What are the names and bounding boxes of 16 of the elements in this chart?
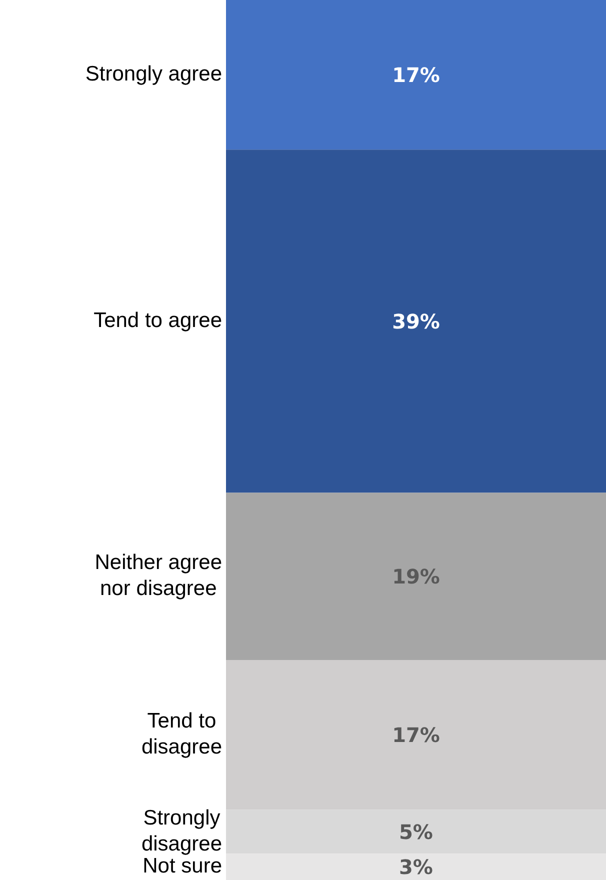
series-label: Tend to agree xyxy=(94,308,222,332)
data-label: 39% xyxy=(392,309,440,334)
series-label: Strongly agree xyxy=(85,62,222,86)
data-label: 17% xyxy=(392,63,440,88)
bar xyxy=(226,492,606,660)
bar xyxy=(226,150,606,493)
data-label: 19% xyxy=(392,564,440,589)
data-label: 3% xyxy=(399,855,433,880)
series-label: Tend to disagree xyxy=(141,710,222,759)
series-label: Strongly disagree xyxy=(141,806,222,856)
series-label: Neither agree nor disagree xyxy=(94,551,222,600)
data-label: 5% xyxy=(399,820,433,844)
bar xyxy=(226,0,606,150)
bar xyxy=(226,854,606,880)
data-label: 17% xyxy=(392,723,440,748)
series-label: Not sure xyxy=(142,854,222,878)
